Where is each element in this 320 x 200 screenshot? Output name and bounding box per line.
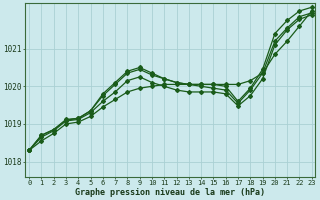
X-axis label: Graphe pression niveau de la mer (hPa): Graphe pression niveau de la mer (hPa) (76, 188, 265, 197)
